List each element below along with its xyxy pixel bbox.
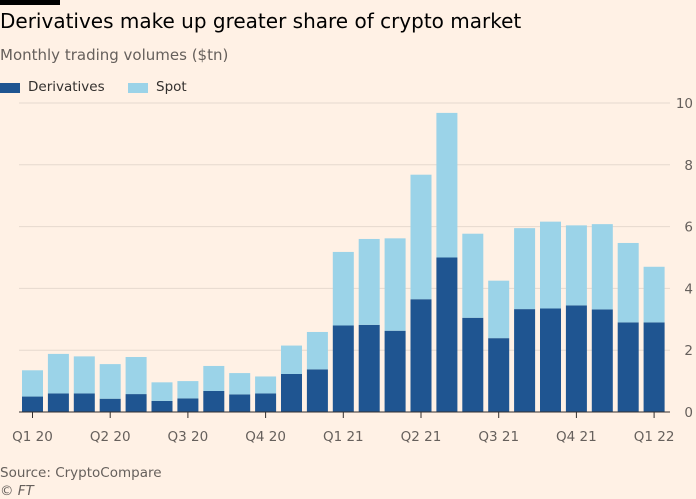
bar-derivatives-4 xyxy=(125,394,147,412)
x-tick-label-0: Q1 20 xyxy=(12,429,53,445)
bar-spot-11 xyxy=(306,331,328,370)
ft-brand-bar xyxy=(0,0,60,5)
bar-derivatives-8 xyxy=(229,394,251,412)
legend-label-derivatives: Derivatives xyxy=(28,79,105,95)
bar-spot-8 xyxy=(229,373,251,395)
x-tick-label-3: Q4 20 xyxy=(245,429,286,445)
bar-spot-13 xyxy=(358,238,380,325)
bar-derivatives-17 xyxy=(462,317,484,412)
legend-swatch-derivatives xyxy=(0,83,20,93)
bar-spot-10 xyxy=(281,345,302,374)
bar-spot-18 xyxy=(488,280,510,339)
ft-credit: © FT xyxy=(0,483,34,499)
x-tick-label-6: Q3 21 xyxy=(478,429,519,445)
bar-derivatives-21 xyxy=(565,305,587,412)
x-tick-label-7: Q4 21 xyxy=(556,429,597,445)
bar-spot-17 xyxy=(462,233,484,318)
bar-derivatives-19 xyxy=(514,309,536,412)
bar-derivatives-18 xyxy=(488,338,510,412)
y-tick-label-10: 10 xyxy=(676,96,693,112)
bar-derivatives-15 xyxy=(410,299,432,412)
bar-spot-0 xyxy=(22,370,43,397)
bar-spot-23 xyxy=(617,242,639,323)
bar-spot-14 xyxy=(384,238,406,331)
bar-derivatives-3 xyxy=(99,398,121,412)
x-tick-label-2: Q3 20 xyxy=(168,429,209,445)
bar-spot-7 xyxy=(203,365,225,391)
y-tick-label-4: 4 xyxy=(684,281,693,297)
bar-derivatives-6 xyxy=(177,398,199,412)
bar-derivatives-12 xyxy=(332,325,354,412)
bar-spot-9 xyxy=(255,376,277,394)
bar-spot-20 xyxy=(540,221,561,309)
bar-spot-15 xyxy=(410,174,432,300)
x-tick-label-1: Q2 20 xyxy=(90,429,131,445)
bar-spot-1 xyxy=(47,353,69,394)
bar-spot-5 xyxy=(151,382,173,401)
legend-swatch-spot xyxy=(128,83,148,93)
bar-spot-24 xyxy=(643,266,665,323)
bar-derivatives-9 xyxy=(255,393,277,412)
bar-spot-6 xyxy=(177,381,199,399)
bar-derivatives-13 xyxy=(358,324,380,412)
bar-spot-22 xyxy=(591,224,613,310)
bar-spot-21 xyxy=(565,225,587,306)
bar-derivatives-7 xyxy=(203,390,225,412)
x-tick-label-8: Q1 22 xyxy=(634,429,675,445)
bar-derivatives-23 xyxy=(617,322,639,412)
y-tick-label-0: 0 xyxy=(684,405,693,421)
bar-derivatives-1 xyxy=(47,393,69,412)
y-tick-label-8: 8 xyxy=(684,158,693,174)
y-tick-label-6: 6 xyxy=(684,220,693,236)
bar-derivatives-0 xyxy=(22,396,43,412)
bar-derivatives-11 xyxy=(306,369,328,412)
y-tick-label-2: 2 xyxy=(684,343,693,359)
bar-spot-3 xyxy=(99,364,121,399)
bar-derivatives-20 xyxy=(540,308,561,412)
legend-label-spot: Spot xyxy=(156,79,187,95)
bar-derivatives-14 xyxy=(384,330,406,412)
bar-derivatives-2 xyxy=(73,393,95,412)
bar-derivatives-24 xyxy=(643,322,665,412)
x-tick-label-5: Q2 21 xyxy=(401,429,442,445)
chart-subtitle: Monthly trading volumes ($tn) xyxy=(0,46,229,64)
bar-spot-2 xyxy=(73,356,95,394)
bar-derivatives-10 xyxy=(281,373,302,412)
bar-derivatives-22 xyxy=(591,309,613,412)
source-note: Source: CryptoCompare xyxy=(0,465,162,481)
bar-spot-16 xyxy=(436,112,458,258)
bar-derivatives-16 xyxy=(436,257,458,412)
chart-title: Derivatives make up greater share of cry… xyxy=(0,9,522,33)
x-tick-label-4: Q1 21 xyxy=(323,429,364,445)
bar-spot-4 xyxy=(125,356,147,395)
bar-spot-12 xyxy=(332,251,354,326)
bar-spot-19 xyxy=(514,228,536,310)
bar-derivatives-5 xyxy=(151,400,173,412)
